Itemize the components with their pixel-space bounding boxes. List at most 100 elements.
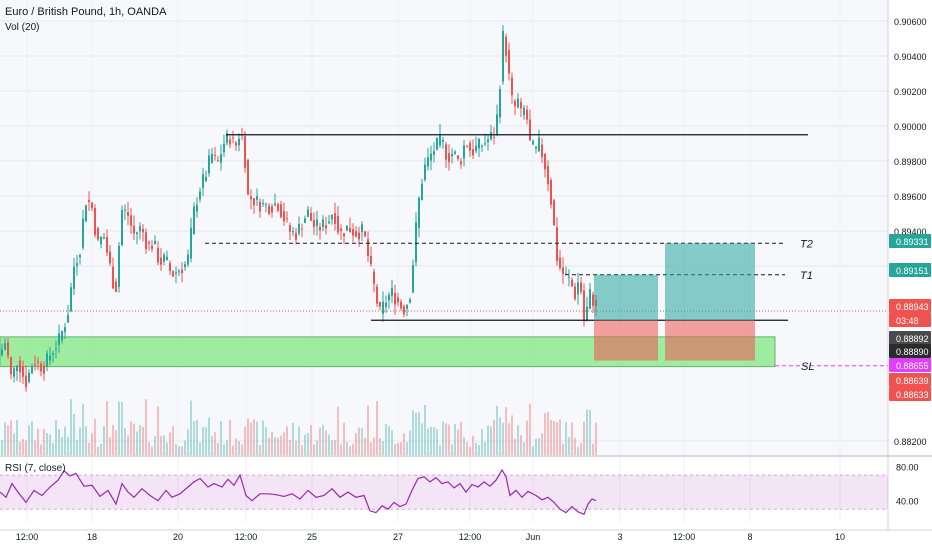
candle-body (562, 267, 564, 275)
candle-body (145, 232, 147, 249)
volume-bar (445, 423, 447, 455)
y-tick-label: 0.88200 (894, 437, 927, 447)
volume-bar (418, 412, 420, 455)
volume-bar (304, 434, 306, 455)
candle-body (178, 271, 180, 273)
volume-bar (52, 443, 54, 455)
candle-body (556, 227, 558, 262)
volume-bar (538, 438, 540, 455)
volume-bar (277, 437, 279, 455)
candle-body (271, 206, 273, 213)
candle-body (568, 276, 570, 278)
candle-body (391, 287, 393, 296)
volume-bar (169, 432, 171, 455)
candle-body (322, 219, 324, 228)
volume-bar (37, 428, 39, 455)
volume-bar (226, 440, 228, 455)
candle-body (421, 183, 423, 200)
volume-bar (313, 444, 315, 455)
volume-bar (457, 429, 459, 455)
price-badge-text: 0.89151 (896, 266, 929, 276)
candle-body (139, 226, 141, 232)
volume-bar (55, 419, 57, 455)
candle-body (508, 50, 510, 74)
candle-body (175, 272, 177, 274)
x-tick-label: 8 (747, 532, 752, 542)
price-badge-text: 03:48 (896, 316, 919, 326)
volume-bar (508, 423, 510, 455)
candle-body (133, 225, 135, 234)
volume-bar (148, 442, 150, 455)
candle-body (256, 196, 258, 200)
volume-bar (472, 435, 474, 455)
candle-body (502, 31, 504, 82)
volume-bar (202, 427, 204, 455)
volume-bar (391, 430, 393, 455)
candle-body (244, 136, 246, 168)
volume-bar (232, 445, 234, 455)
candle-body (442, 139, 444, 142)
candle-body (490, 132, 492, 140)
candle-body (40, 363, 42, 372)
candle-body (238, 138, 240, 146)
volume-bar (295, 440, 297, 455)
candle-body (328, 221, 330, 224)
candle-body (493, 136, 495, 138)
volume-bar (13, 433, 15, 455)
candle-body (436, 137, 438, 150)
volume-bar (487, 425, 489, 455)
volume-bar (478, 445, 480, 455)
candle-body (205, 176, 207, 181)
volume-bar (109, 436, 111, 455)
candle-body (517, 98, 519, 108)
volume-bar (58, 429, 60, 455)
price-badge-text: 0.88890 (896, 347, 929, 357)
candle-body (277, 204, 279, 211)
volume-bar (196, 419, 198, 455)
candle-body (406, 305, 408, 309)
rsi-legend[interactable]: RSI (7, close) (5, 463, 66, 474)
candle-body (52, 353, 54, 355)
candle-body (388, 294, 390, 301)
candle-body (571, 279, 573, 287)
volume-bar (529, 403, 531, 455)
candle-body (310, 212, 312, 221)
volume-bar (253, 419, 255, 455)
candle-body (592, 294, 594, 306)
volume-bar (214, 432, 216, 455)
candle-body (481, 145, 483, 147)
volume-bar (400, 442, 402, 455)
candle-body (358, 232, 360, 240)
rsi-band (0, 475, 888, 510)
volume-bar (76, 439, 78, 455)
volume-bar (367, 405, 369, 455)
candle-body (262, 203, 264, 205)
volume-bar (559, 419, 561, 455)
volume-bar (178, 446, 180, 455)
volume-bar (403, 433, 405, 455)
volume-bar (4, 422, 6, 455)
target-box (594, 274, 658, 321)
volume-bar (451, 444, 453, 455)
candle-body (577, 282, 579, 295)
candle-body (361, 224, 363, 232)
volume-bar (259, 445, 261, 455)
candle-body (100, 236, 102, 245)
candle-body (304, 218, 306, 223)
symbol-legend[interactable]: Euro / British Pound, 1h, OANDA (5, 6, 167, 18)
volume-bar (133, 423, 135, 455)
candle-body (400, 301, 402, 309)
volume-bar (262, 420, 264, 455)
candle-body (196, 204, 198, 212)
candle-body (409, 299, 411, 303)
candle-body (379, 301, 381, 307)
volume-bar (463, 437, 465, 455)
candle-body (31, 367, 33, 374)
target-1-label: T1 (800, 270, 813, 282)
candle-body (382, 301, 384, 314)
volume-legend[interactable]: Vol (20) (5, 22, 40, 33)
volume-bar (562, 443, 564, 455)
volume-bar (577, 446, 579, 455)
candle-body (88, 199, 90, 202)
